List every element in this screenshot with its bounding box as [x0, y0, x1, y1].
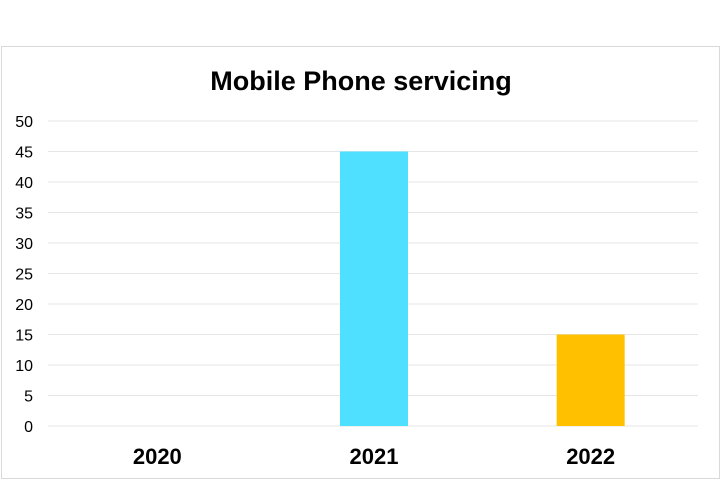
y-tick-label: 10 [15, 358, 33, 375]
y-tick-label: 0 [24, 419, 33, 436]
bar-2021 [340, 151, 408, 426]
y-tick-label: 25 [15, 267, 33, 284]
y-axis-ticks: 0 5 10 15 20 25 30 35 40 45 50 [15, 114, 33, 436]
x-tick-label: 2021 [350, 444, 399, 469]
x-tick-label: 2020 [133, 444, 182, 469]
chart-title: Mobile Phone servicing [210, 66, 512, 96]
bar-2022 [556, 334, 625, 426]
y-tick-label: 30 [15, 236, 33, 253]
y-tick-label: 35 [15, 206, 33, 223]
y-tick-label: 15 [15, 328, 33, 345]
bars [340, 151, 625, 426]
y-tick-label: 5 [24, 389, 33, 406]
x-tick-label: 2022 [566, 444, 615, 469]
y-tick-label: 40 [15, 175, 33, 192]
y-tick-label: 45 [15, 145, 33, 162]
y-tick-label: 20 [15, 297, 33, 314]
y-tick-label: 50 [15, 114, 33, 131]
x-axis-ticks: 2020 2021 2022 [133, 444, 615, 469]
